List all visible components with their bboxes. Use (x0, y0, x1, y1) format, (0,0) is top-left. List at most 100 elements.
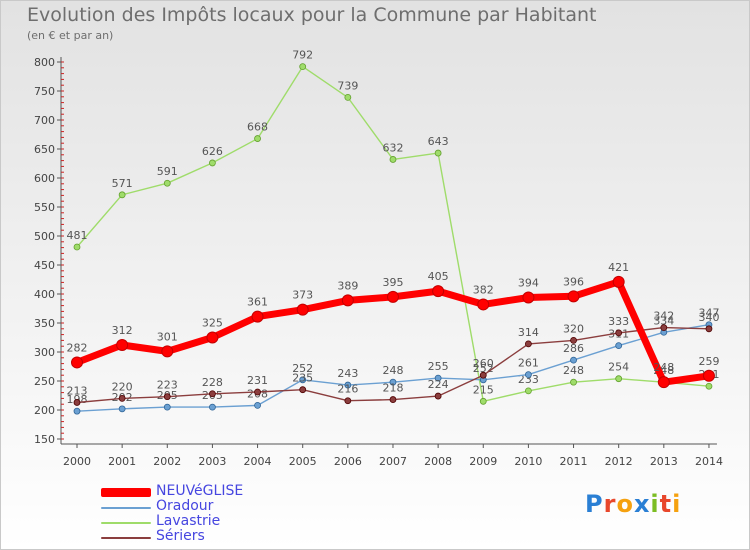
data-point (209, 390, 216, 398)
data-point (615, 342, 623, 350)
data-point (299, 386, 307, 394)
data-point (570, 378, 577, 386)
data-label: 248 (653, 361, 674, 374)
y-tick-label: 250 (34, 375, 55, 388)
data-label: 739 (337, 79, 358, 92)
data-label: 591 (157, 165, 178, 178)
x-tick-label: 2010 (514, 455, 542, 468)
y-tick-label: 600 (34, 172, 55, 185)
data-point (389, 156, 397, 163)
data-point (344, 397, 352, 405)
data-point (434, 149, 442, 157)
data-point (163, 393, 171, 401)
data-label: 248 (563, 364, 584, 377)
y-tick-label: 500 (34, 230, 55, 243)
data-point (71, 356, 83, 369)
data-point (386, 290, 399, 303)
series-oradour: 1982022052052082522432482552522612863113… (67, 307, 719, 415)
y-tick-label: 200 (34, 404, 55, 417)
x-tick-label: 2005 (289, 455, 317, 468)
data-point (254, 401, 261, 409)
data-point (118, 191, 126, 199)
y-tick-label: 450 (34, 259, 55, 272)
y-tick-label: 550 (34, 201, 55, 214)
data-label: 223 (157, 379, 178, 392)
x-tick-label: 2002 (153, 455, 181, 468)
data-label: 286 (563, 342, 584, 355)
data-point (341, 294, 354, 307)
data-label: 668 (247, 121, 268, 134)
data-label: 395 (382, 276, 403, 289)
data-label: 361 (247, 296, 268, 309)
data-point (73, 399, 81, 406)
x-tick-label: 2000 (63, 455, 91, 468)
data-label: 218 (382, 382, 403, 395)
chart-axes: 150 200 250 300 350 400 450 500 550 600 650 700 750 8… (34, 56, 723, 468)
x-tick-label: 2007 (379, 455, 407, 468)
y-tick-label: 700 (34, 114, 55, 127)
legend-label: Lavastrie (156, 513, 221, 529)
chart-title: Evolution des Impôts locaux pour la Comm… (27, 4, 597, 26)
chart-subtitle: (en € et par an) (27, 29, 114, 42)
data-label: 382 (473, 283, 494, 296)
data-label: 405 (428, 270, 449, 283)
x-tick-label: 2003 (198, 455, 226, 468)
data-label: 259 (698, 355, 719, 368)
legend-label: Oradour (156, 498, 214, 514)
y-tick-label: 750 (34, 85, 55, 98)
data-point (389, 396, 397, 403)
data-point (705, 325, 713, 333)
x-tick-label: 2001 (108, 455, 136, 468)
data-point (163, 403, 171, 411)
data-point (570, 336, 577, 344)
y-tick-label: 150 (34, 433, 55, 446)
data-label: 301 (157, 330, 178, 343)
data-label: 213 (67, 384, 88, 397)
y-tick-label: 350 (34, 317, 55, 330)
data-label: 373 (292, 289, 313, 302)
data-point (525, 371, 532, 379)
logo-letter: r (603, 490, 617, 518)
x-tick-label: 2011 (560, 455, 588, 468)
legend-swatch (101, 488, 151, 497)
data-label: 571 (112, 177, 133, 190)
legend-label: NEUVéGLISE (156, 483, 244, 499)
data-point (251, 310, 264, 323)
y-tick-label: 650 (34, 143, 55, 156)
data-label: 481 (67, 229, 88, 242)
data-label: 394 (518, 276, 539, 289)
data-label: 248 (382, 364, 403, 377)
logo-letter: i (672, 490, 682, 518)
logo-letter: t (659, 490, 673, 518)
data-point (432, 285, 445, 298)
data-point (206, 331, 219, 344)
x-tick-label: 2014 (695, 455, 723, 468)
data-point (615, 375, 623, 383)
data-label: 228 (202, 376, 223, 389)
legend-swatch (101, 522, 151, 524)
data-point (702, 369, 715, 382)
data-point (344, 93, 352, 101)
data-point (296, 303, 309, 316)
data-label: 282 (67, 341, 88, 354)
data-point (254, 388, 261, 396)
data-label: 792 (292, 49, 313, 62)
data-point (299, 376, 307, 384)
y-tick-label: 300 (34, 346, 55, 359)
logo-letter: P (585, 490, 604, 518)
data-point (73, 243, 81, 251)
legend-swatch (101, 507, 151, 509)
data-label: 340 (698, 311, 719, 324)
data-label: 243 (337, 367, 358, 380)
y-tick-label: 800 (34, 56, 55, 69)
data-label: 235 (292, 372, 313, 385)
data-label: 333 (608, 315, 629, 328)
data-point (525, 340, 532, 348)
logo-letter: x (633, 490, 651, 518)
data-label: 312 (112, 324, 133, 337)
x-tick-label: 2012 (605, 455, 633, 468)
data-label: 396 (563, 275, 584, 288)
data-point (522, 291, 535, 304)
data-label: 220 (112, 380, 133, 393)
data-point (118, 394, 126, 402)
